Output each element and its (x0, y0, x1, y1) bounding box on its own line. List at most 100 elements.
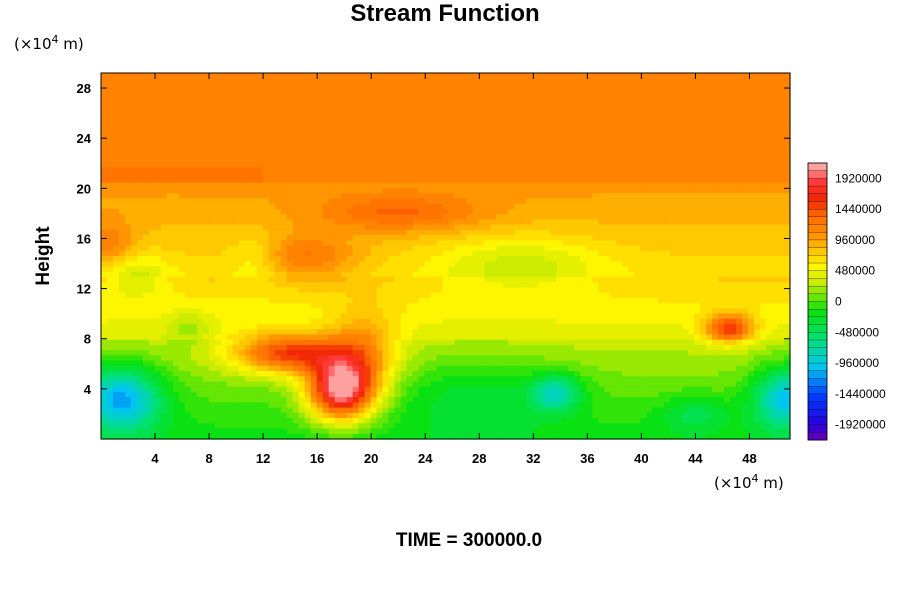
heat-cell (436, 224, 444, 231)
heat-cell (124, 140, 132, 147)
heat-cell (628, 208, 635, 215)
heat-cell (268, 240, 276, 247)
heat-cell (226, 292, 234, 299)
heat-cell (502, 104, 510, 111)
heat-cell (154, 235, 162, 241)
heat-cell (646, 177, 653, 184)
heat-cell (400, 177, 408, 184)
heat-cell (340, 271, 348, 278)
heat-cell (310, 125, 318, 132)
heat-cell (586, 250, 593, 257)
heat-cell (358, 146, 366, 153)
heat-cell (334, 198, 342, 205)
heat-cell (154, 167, 162, 173)
heat-cell (556, 240, 563, 247)
heat-cell (304, 182, 312, 189)
heat-cell (178, 250, 186, 257)
heat-cell (274, 78, 282, 85)
heat-cell (466, 198, 474, 205)
heat-cell (286, 161, 294, 168)
heat-cell (310, 208, 318, 215)
heat-cell (592, 109, 599, 116)
heat-cell (562, 261, 569, 268)
heat-cell (322, 182, 330, 189)
heat-cell (562, 93, 569, 100)
heat-cell (478, 109, 486, 116)
heat-cell (376, 287, 384, 294)
heat-cell (448, 161, 456, 168)
heat-cell (544, 193, 551, 200)
heat-cell (268, 167, 276, 173)
heat-cell (562, 161, 569, 168)
heat-cell (118, 88, 126, 95)
heat-cell (142, 130, 150, 137)
heat-cell (400, 229, 408, 236)
heat-cell (298, 104, 306, 111)
heat-cell (478, 240, 486, 247)
heat-cell (592, 208, 599, 215)
heat-cell (712, 282, 719, 288)
heat-cell (406, 104, 414, 111)
heat-cell (268, 235, 276, 241)
heat-cell (670, 130, 677, 137)
heat-cell (544, 240, 551, 247)
heat-cell (682, 245, 689, 252)
heat-cell (226, 109, 234, 116)
heat-cell (376, 109, 384, 116)
heat-cell (250, 188, 258, 194)
heat-cell (658, 135, 665, 142)
heat-cell (226, 177, 234, 184)
heat-cell (370, 88, 378, 95)
heat-cell (508, 104, 515, 111)
heat-cell (490, 282, 498, 288)
heat-cell (160, 292, 168, 299)
heat-cell (412, 240, 420, 247)
heat-cell (568, 182, 575, 189)
heat-cell (556, 151, 563, 158)
heat-cell (742, 78, 749, 85)
heat-cell (436, 292, 444, 299)
heat-cell (694, 224, 701, 231)
heat-cell (442, 235, 450, 241)
heat-cell (160, 114, 168, 121)
heat-cell (118, 235, 126, 241)
heat-cell (646, 292, 653, 299)
heat-cell (454, 266, 462, 273)
heat-cell (178, 125, 186, 132)
heat-cell (430, 146, 438, 153)
heat-cell (388, 99, 396, 105)
heat-cell (310, 167, 318, 173)
heat-cell (634, 140, 641, 147)
heat-cell (592, 93, 599, 100)
heat-cell (742, 240, 749, 247)
heat-cell (754, 188, 761, 194)
heat-cell (328, 140, 336, 147)
heat-cell (328, 208, 336, 215)
heat-cell (424, 271, 432, 278)
heat-cell (712, 140, 719, 147)
heat-cell (154, 208, 162, 215)
heat-cell (274, 261, 282, 268)
heat-cell (358, 203, 366, 210)
heat-cell (124, 203, 132, 210)
heat-cell (676, 182, 683, 189)
heat-cell (388, 229, 396, 236)
heat-cell (472, 292, 480, 299)
heat-cell (166, 161, 174, 168)
heat-cell (592, 78, 599, 85)
heat-cell (718, 250, 725, 257)
heat-cell (130, 203, 138, 210)
heat-cell (784, 229, 791, 236)
heat-cell (736, 140, 743, 147)
heat-cell (460, 261, 468, 268)
heat-cell (394, 229, 402, 236)
heat-cell (214, 198, 222, 205)
heat-cell (580, 172, 587, 179)
heat-cell (394, 73, 402, 79)
heat-cell (688, 104, 695, 111)
heat-cell (442, 292, 450, 299)
heat-cell (694, 188, 701, 194)
heat-cell (298, 282, 306, 288)
heat-cell (220, 182, 228, 189)
heat-cell (634, 151, 641, 158)
